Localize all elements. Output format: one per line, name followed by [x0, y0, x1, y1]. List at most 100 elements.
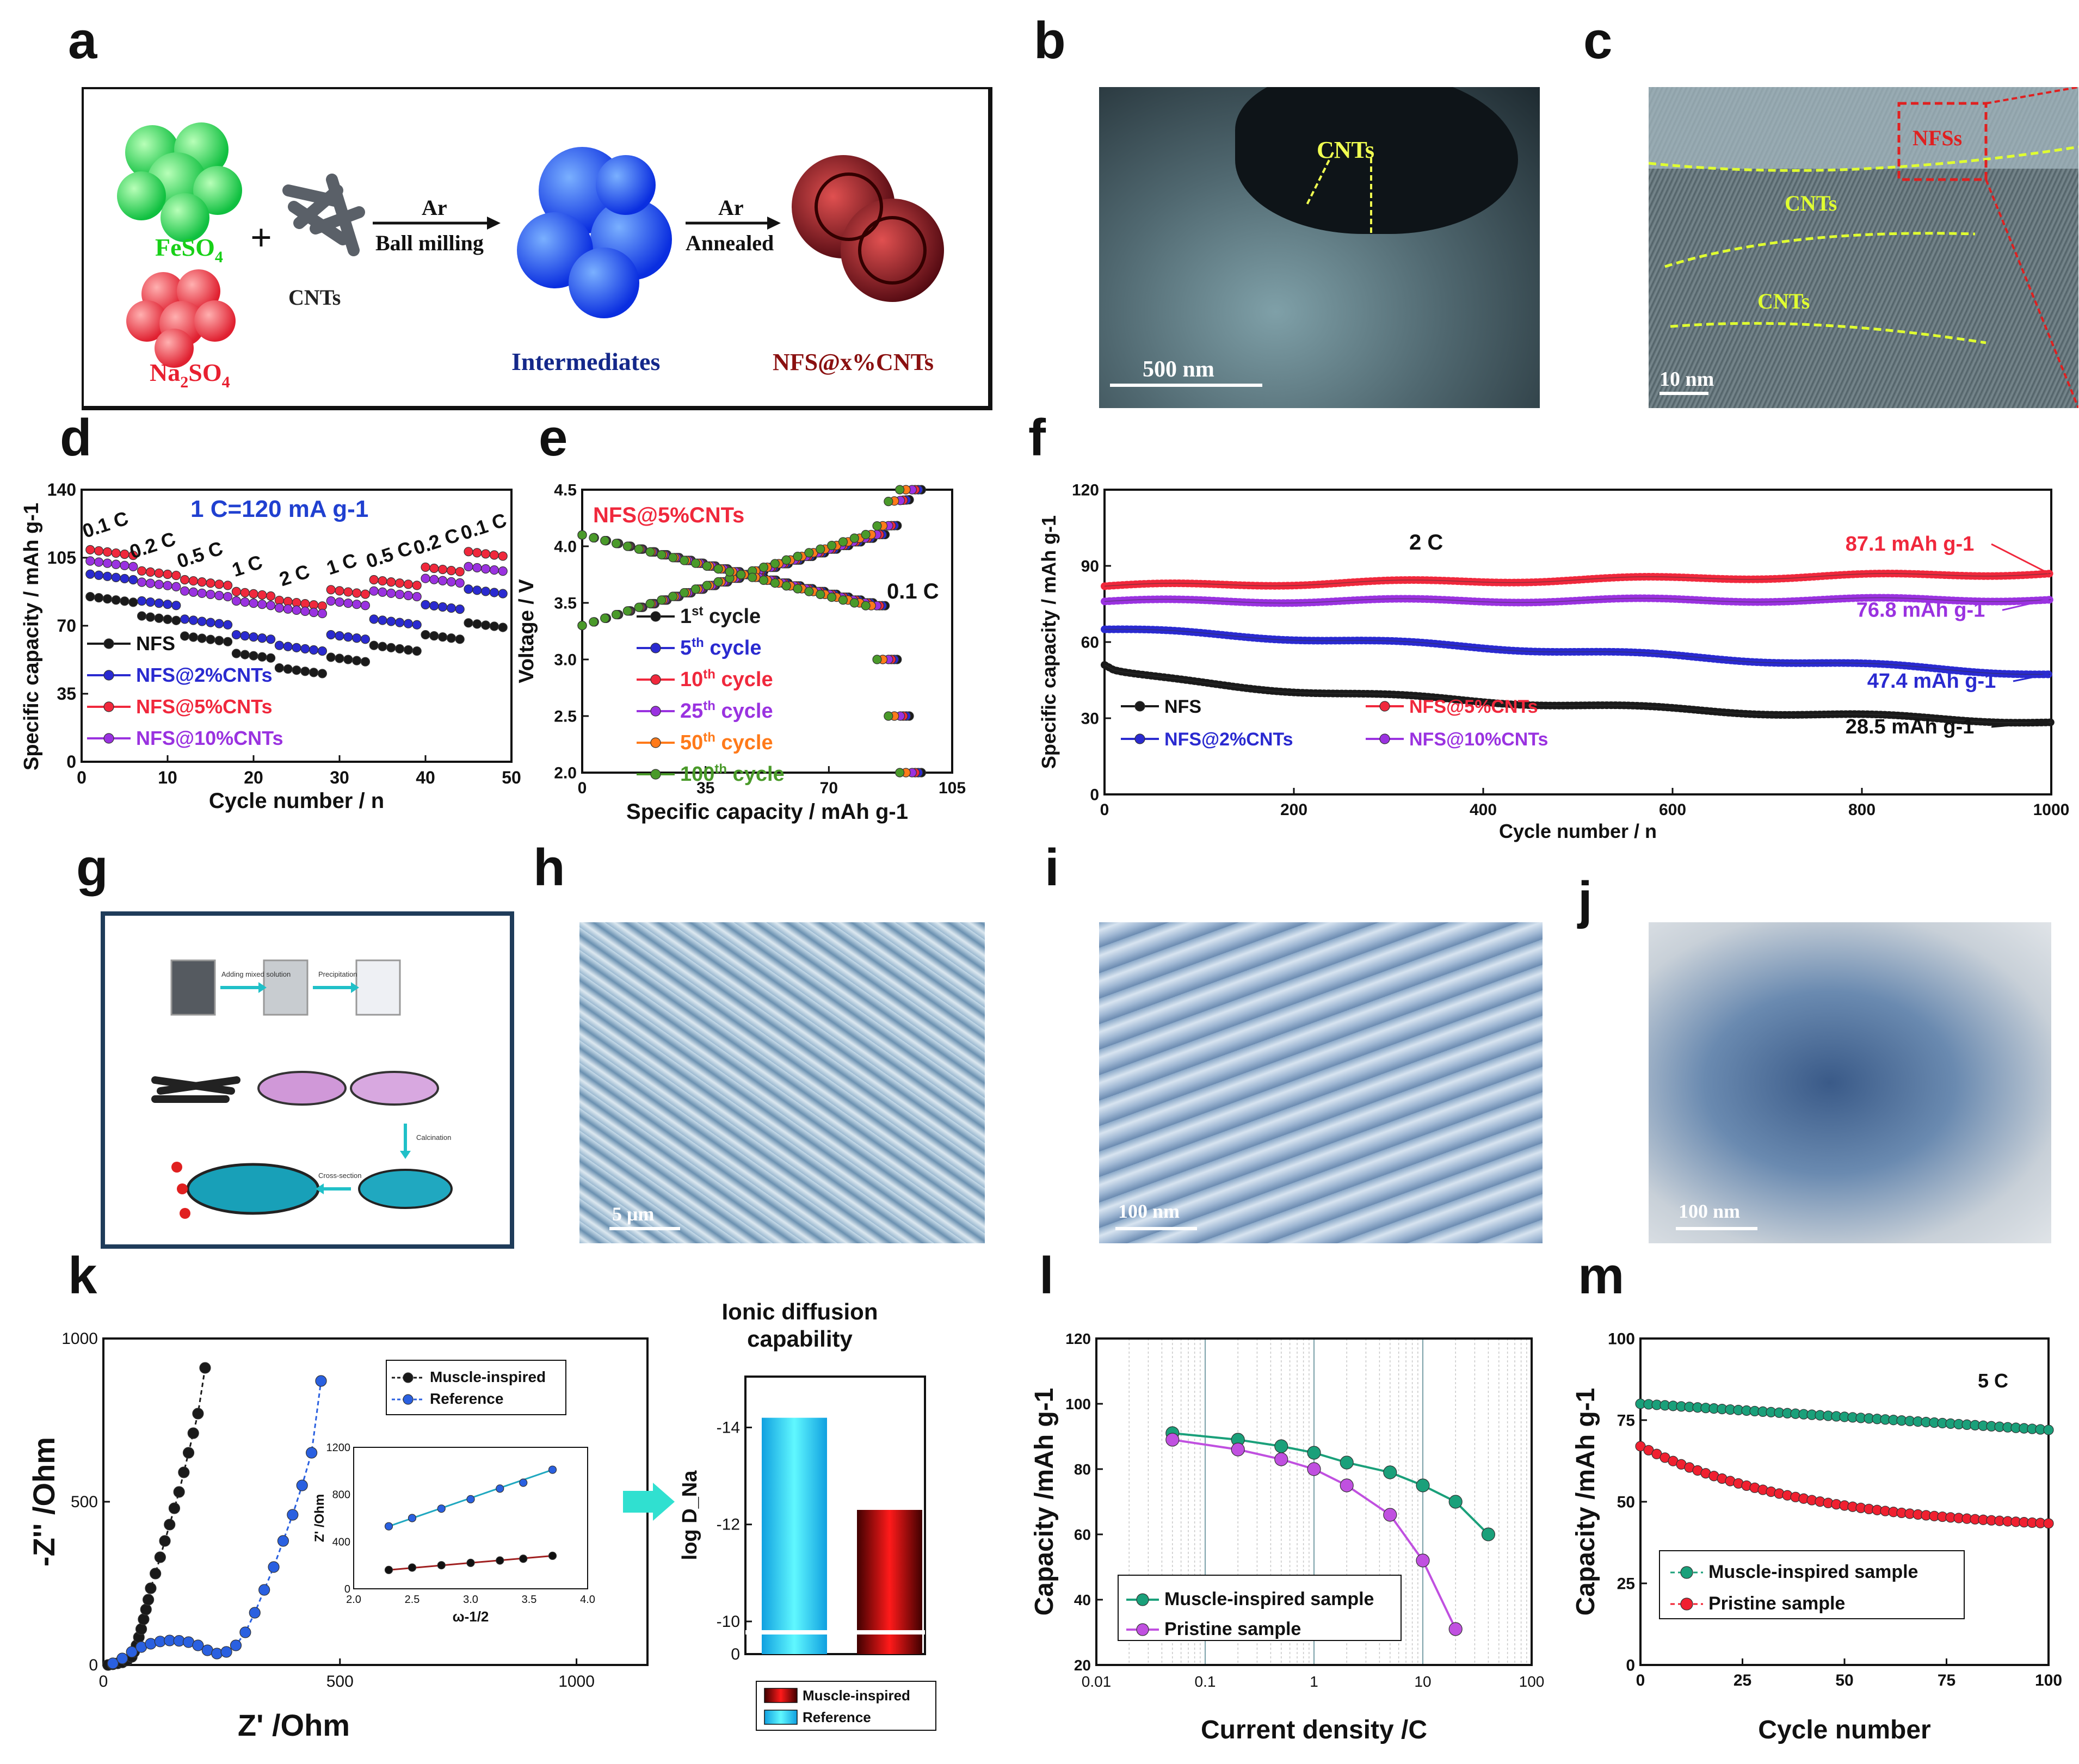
d-point [163, 581, 172, 590]
e-discharge-point [577, 530, 587, 540]
k-legend-marker [403, 1394, 414, 1405]
d-y-tick-label: 140 [47, 480, 76, 499]
d-point [137, 596, 147, 606]
k-inset-point [466, 1558, 475, 1567]
product-spheres [792, 155, 944, 302]
d-point [309, 668, 319, 677]
k-legend-label: Reference [430, 1390, 503, 1407]
d-legend-marker [103, 638, 114, 649]
d-point [317, 646, 328, 656]
k-point [173, 1635, 185, 1647]
e-y-tick-label: 2.5 [554, 708, 577, 726]
scale-label: 5 μm [612, 1203, 655, 1225]
k-point [249, 1607, 261, 1619]
tem-image-j: 100 nm [1649, 922, 2051, 1243]
d-point [498, 622, 508, 632]
e-discharge-point [849, 598, 859, 608]
e-charge-point [645, 599, 655, 609]
f-legend-label: NFS [1164, 696, 1201, 717]
e-discharge-point [589, 533, 599, 543]
e-charge-point [577, 621, 587, 631]
plot-frame [1095, 1337, 1533, 1666]
d-point [206, 589, 215, 600]
m-legend-label: Muscle-inspired sample [1708, 1562, 1918, 1582]
f-series-outline [1104, 628, 2052, 675]
e-charge-point [758, 563, 769, 572]
f-end-label: 87.1 mAh g-1 [1846, 533, 1975, 556]
e-legend-label: 1st cycle [680, 604, 761, 628]
d-point [145, 578, 155, 588]
k-y-tick-label: 500 [71, 1493, 98, 1511]
e-discharge-point [713, 564, 723, 574]
m-y-axis-label: Capacity /mAh g-1 [1571, 1388, 1600, 1616]
e-discharge-point [611, 539, 621, 548]
k-inset-point [519, 1478, 528, 1487]
d-legend-label: NFS@10%CNTs [136, 727, 283, 749]
scale-bar [1676, 1227, 1757, 1230]
d-point [343, 632, 353, 642]
svg-text:FeSO4: FeSO4 [155, 233, 223, 266]
e-charge-point [770, 559, 780, 569]
scale-bar [1110, 384, 1262, 387]
d-point [145, 567, 155, 577]
l-series-0 [1165, 1426, 1496, 1541]
f-legend-marker [1134, 733, 1145, 744]
e-y-tick-label: 3.5 [554, 595, 577, 613]
e-charge-point [622, 606, 632, 616]
k-point [258, 1584, 270, 1596]
d-point [335, 653, 344, 663]
svg-text:Ball milling: Ball milling [375, 231, 484, 255]
kbar-title-line-2: capability [747, 1326, 853, 1352]
k-point [287, 1509, 299, 1521]
d-point [446, 633, 456, 643]
d-point [94, 570, 104, 580]
d-point [197, 616, 207, 626]
m-x-tick-label: 0 [1636, 1672, 1645, 1689]
d-point [145, 597, 155, 607]
d-point [249, 589, 258, 599]
d-legend-label: NFS [136, 632, 175, 655]
d-point [231, 587, 241, 596]
m-x-tick-label: 50 [1835, 1672, 1853, 1689]
e-charge-point [781, 555, 791, 565]
k-x-tick-label: 0 [99, 1673, 108, 1691]
d-point [394, 578, 405, 588]
beaker-1 [170, 959, 216, 1016]
cnts-annotation: CNTs [1317, 137, 1374, 163]
d-point [94, 593, 104, 603]
f-legend-label: NFS@10%CNTs [1409, 729, 1548, 750]
d-point [403, 590, 414, 601]
d-point [403, 645, 414, 655]
d-point [257, 652, 267, 662]
f-x-tick-label: 400 [1470, 801, 1497, 819]
d-point [128, 575, 138, 585]
k-point [182, 1447, 195, 1459]
k-point [192, 1639, 204, 1651]
l-point [1416, 1478, 1430, 1492]
f-legend-marker [1134, 701, 1145, 712]
d-point [300, 644, 310, 654]
k-inset-point [519, 1555, 528, 1563]
e-y-axis-label: Voltage / V [515, 579, 538, 683]
d-point [394, 644, 405, 654]
beaker-2 [263, 959, 309, 1016]
d-point [455, 634, 465, 644]
f-series-outline [1104, 573, 2052, 587]
l-x-tick-label: 10 [1414, 1673, 1431, 1690]
k-y-axis-label: -Z'' /Ohm [27, 1437, 61, 1566]
k-inset-point [437, 1504, 446, 1513]
chart-f-long-cycling: 0 200 400 600 800 1000 0 30 60 90 120 Cycle number … [1038, 482, 2069, 843]
d-point [421, 600, 430, 609]
e-charge-point [702, 581, 712, 590]
l-point [1307, 1462, 1321, 1476]
e-charge-point [826, 540, 837, 551]
d-point [335, 631, 344, 641]
d-point [188, 576, 198, 586]
e-y-tick-label: 3.0 [554, 651, 577, 669]
d-rate-label: 1 C [229, 551, 265, 581]
k-point [145, 1582, 157, 1594]
kbar-legend-label: Muscle-inspired [803, 1687, 910, 1704]
svg-text:Na2SO4: Na2SO4 [150, 359, 230, 391]
d-point [351, 633, 362, 643]
